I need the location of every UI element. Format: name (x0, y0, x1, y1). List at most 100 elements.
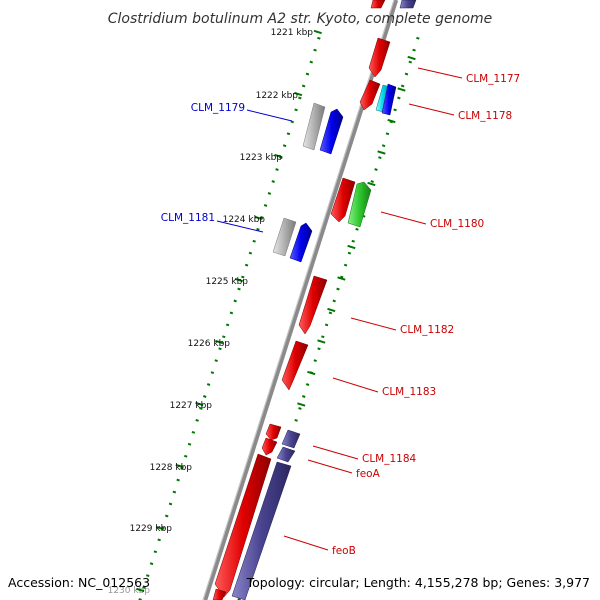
scale-major-tick (293, 91, 303, 97)
scale-major-tick (155, 525, 165, 531)
kbp-label: 1225 kbp (206, 277, 249, 287)
scale-tick (412, 48, 416, 52)
gene-label-clm1181[interactable]: CLM_1181 (161, 212, 215, 224)
gene-label-clm1183[interactable]: CLM_1183 (382, 386, 436, 398)
scale-major-tick (347, 244, 356, 250)
scale-tick (378, 156, 382, 160)
kbp-label: 1224 kbp (223, 215, 266, 225)
scale-tick (294, 418, 298, 422)
gene-labels: CLM_1177 CLM_1178 CLM_1179 CLM_1180 CLM_… (161, 73, 520, 557)
scale-major-tick (175, 463, 184, 469)
gene-leader-lines (216, 67, 463, 551)
gene-label-clm1178[interactable]: CLM_1178 (458, 110, 512, 122)
kbp-label: 1228 kbp (150, 463, 193, 473)
scale-tick (324, 323, 329, 327)
gene-label-feob[interactable]: feoB (332, 545, 356, 557)
scale-tick (180, 466, 184, 470)
scale-tick (241, 275, 245, 279)
gene-clm1177[interactable] (368, 37, 391, 78)
scale-tick (176, 478, 180, 482)
gene-label-clm1179[interactable]: CLM_1179 (191, 102, 245, 114)
scale-tick (172, 490, 177, 494)
kbp-tick-ring (136, 29, 322, 600)
leader-clm1177 (417, 67, 463, 79)
gene-clm1180[interactable] (347, 181, 372, 228)
scale-tick (317, 347, 321, 351)
scale-tick (336, 287, 340, 291)
scale-tick (298, 407, 302, 410)
gene-feoa[interactable] (276, 446, 296, 463)
leader-clm1179 (246, 109, 293, 122)
scale-tick (343, 263, 348, 267)
gene-feoa-red[interactable] (261, 437, 278, 456)
scale-tick (199, 407, 203, 410)
gene-clm1178-red[interactable] (359, 79, 381, 111)
gene-label-clm1177[interactable]: CLM_1177 (466, 73, 520, 85)
gene-top-red[interactable] (370, 0, 386, 9)
gene-label-clm1182[interactable]: CLM_1182 (400, 324, 454, 336)
scale-tick (282, 144, 287, 148)
scale-tick (317, 36, 321, 40)
accession-text: Accession: NC_012563 (8, 575, 150, 590)
scale-tick (416, 36, 420, 40)
gene-label-feoa[interactable]: feoA (356, 468, 381, 480)
scale-tick (408, 60, 413, 64)
gene-clm1182[interactable] (298, 275, 328, 335)
scale-tick (252, 239, 256, 243)
gene-clm1178[interactable] (381, 83, 397, 116)
scale-tick (214, 359, 218, 363)
scale-tick (404, 72, 409, 76)
scale-major-tick (337, 276, 346, 281)
gene-bottom-red[interactable] (212, 588, 227, 600)
gene-top-navy[interactable] (399, 0, 417, 9)
scale-tick (218, 347, 222, 351)
gene-clm1183[interactable] (281, 340, 309, 391)
scale-tick (385, 132, 390, 136)
scale-tick (222, 335, 226, 339)
scale-tick (294, 108, 298, 112)
gene-clm1181[interactable] (289, 222, 313, 263)
scale-major-tick (307, 370, 316, 376)
scale-tick (195, 418, 199, 422)
gene-clm1179-gray[interactable] (302, 102, 326, 151)
gene-clm1184-red[interactable] (265, 423, 282, 441)
scale-tick (210, 371, 215, 375)
gene-clm1181-gray[interactable] (272, 217, 297, 257)
scale-tick (256, 227, 260, 231)
gene-feob-red[interactable] (214, 453, 272, 598)
scale-tick (400, 84, 405, 88)
scale-major-tick (215, 339, 224, 345)
scale-tick (248, 251, 253, 255)
scale-tick (146, 574, 150, 578)
scale-tick (351, 239, 355, 243)
scale-tick (157, 538, 161, 542)
scale-tick (165, 514, 169, 518)
scale-major-tick (317, 339, 326, 344)
gene-clm1179[interactable] (319, 108, 344, 155)
gene-feob[interactable] (231, 461, 292, 600)
scale-tick (275, 168, 279, 171)
scale-tick (321, 335, 325, 339)
scale-tick (229, 311, 234, 315)
scale-major-tick (274, 153, 283, 159)
scale-major-tick (136, 587, 145, 593)
scale-tick (332, 299, 336, 303)
gene-label-clm1184[interactable]: CLM_1184 (362, 453, 417, 465)
gene-label-clm1180[interactable]: CLM_1180 (430, 218, 484, 230)
gene-clm1180-red[interactable] (330, 177, 356, 223)
scale-major-tick (397, 87, 406, 92)
scale-tick (305, 383, 310, 386)
scale-major-tick (313, 29, 322, 35)
gene-clm1184[interactable] (281, 429, 301, 449)
leader-clm1178 (408, 103, 455, 116)
kbp-label: 1226 kbp (188, 339, 231, 349)
scale-major-tick (387, 118, 396, 124)
scale-tick (187, 442, 192, 446)
scale-tick (233, 299, 237, 303)
scale-tick (142, 586, 146, 589)
scale-major-tick (297, 402, 306, 407)
scale-tick (290, 120, 294, 124)
scale-tick (381, 144, 386, 148)
scale-tick (260, 215, 264, 219)
